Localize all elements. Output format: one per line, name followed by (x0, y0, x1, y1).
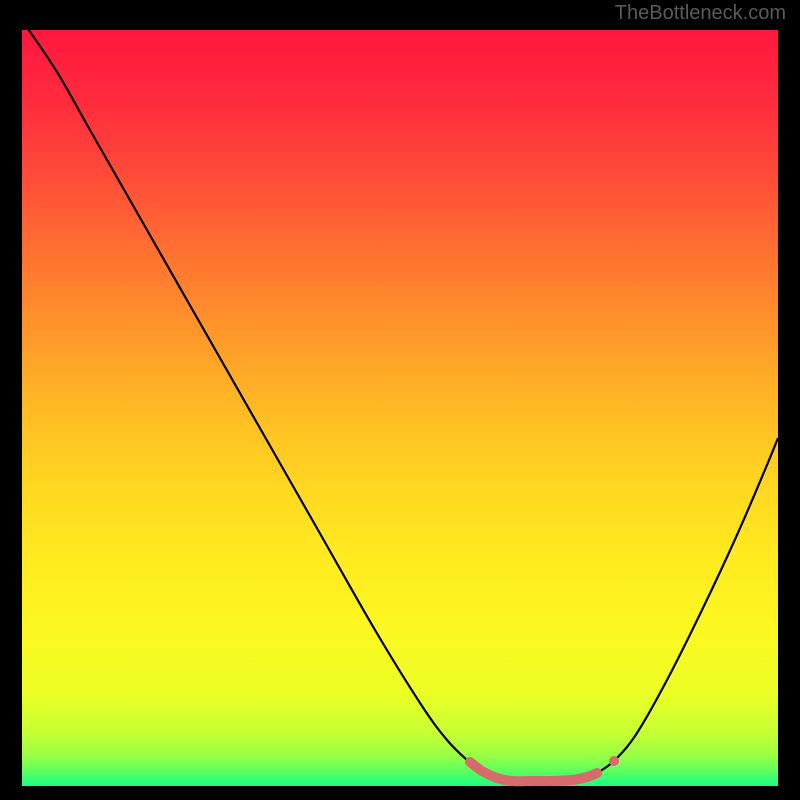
bottleneck-chart (22, 30, 778, 786)
attribution-text: TheBottleneck.com (615, 2, 786, 25)
optimal-range-highlight (470, 762, 597, 781)
highlight-end-dot (609, 756, 619, 766)
bottleneck-curve (22, 20, 778, 781)
curve-layer (22, 30, 778, 786)
